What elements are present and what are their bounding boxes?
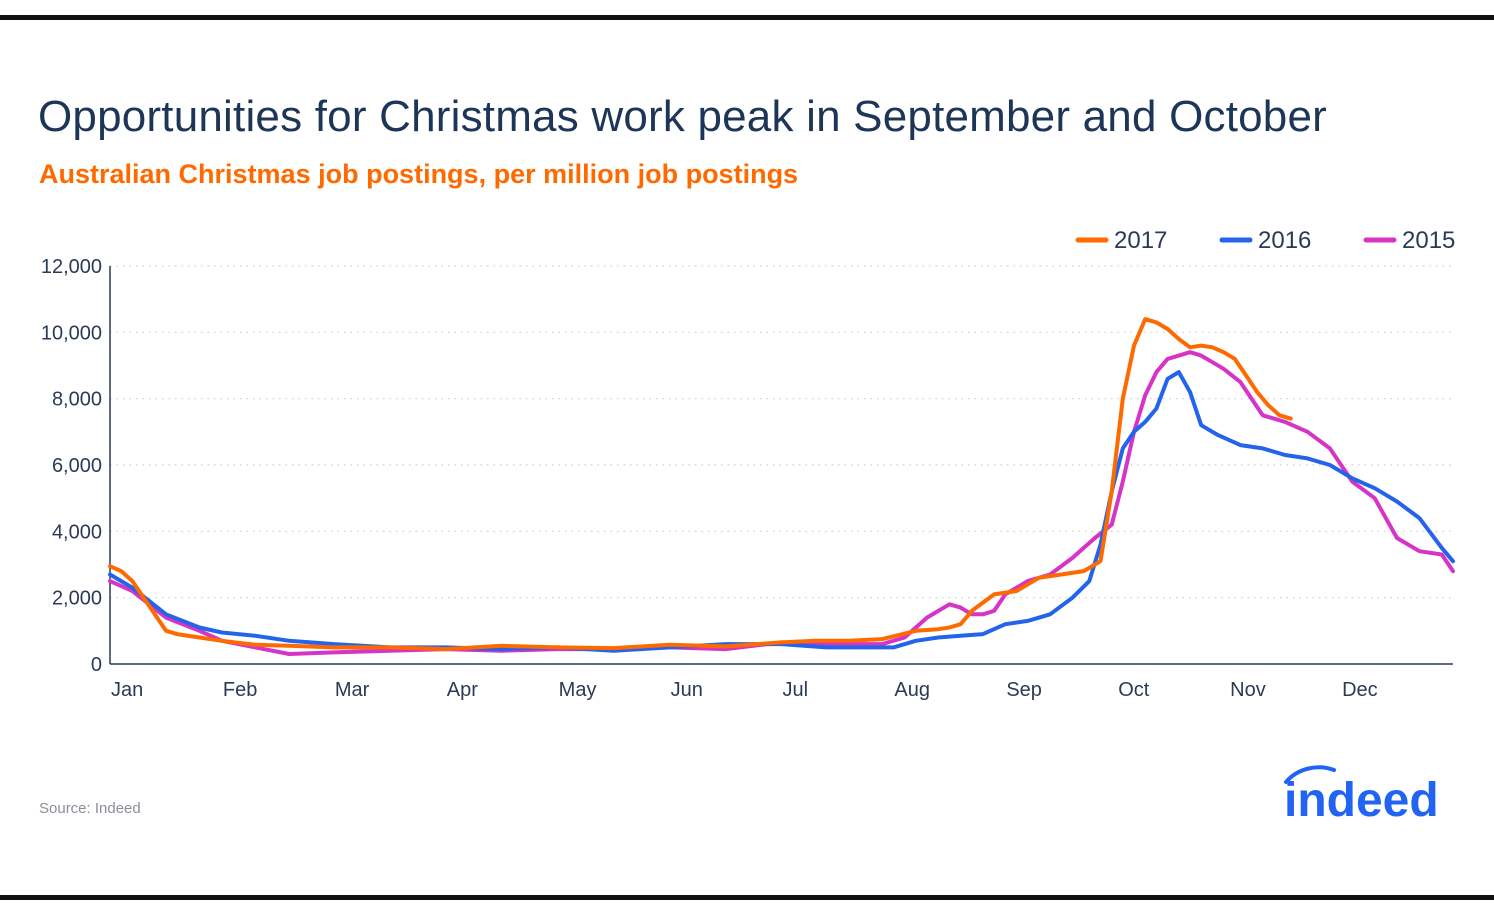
legend-label-2017: 2017 <box>1114 227 1167 254</box>
x-tick-label: Dec <box>1342 679 1378 701</box>
x-tick-label: Sep <box>1006 679 1042 701</box>
y-tick-label: 12,000 <box>41 256 102 278</box>
y-tick-label: 0 <box>91 654 102 676</box>
gridlines <box>110 265 1453 599</box>
x-tick-label: Jul <box>783 679 809 701</box>
chart-subtitle: Australian Christmas job postings, per m… <box>39 159 799 189</box>
x-tick-label: Feb <box>223 679 257 701</box>
x-tick-label: May <box>559 679 597 701</box>
legend-label-2016: 2016 <box>1258 227 1311 254</box>
top-rule <box>0 15 1494 20</box>
legend: 2017 2016 2015 <box>1075 227 1455 254</box>
logo-arc-icon <box>1284 765 1336 784</box>
x-axis: Jan Feb Mar Apr May Jun Jul Aug Sep Oct Nov Dec <box>110 663 1453 701</box>
y-axis: 0 2,000 4,000 6,000 8,000 10,000 12,000 <box>41 256 111 676</box>
series-line-2016 <box>108 370 1455 653</box>
series-line-2017 <box>108 317 1293 652</box>
y-tick-label: 6,000 <box>52 455 102 477</box>
x-tick-label: Jan <box>111 679 143 701</box>
series-lines <box>108 317 1455 656</box>
series-line-2015 <box>108 350 1455 656</box>
chart-title: Opportunities for Christmas work peak in… <box>38 92 1327 141</box>
source-note: Source: Indeed <box>39 800 141 817</box>
y-tick-label: 2,000 <box>52 588 102 610</box>
indeed-logo[interactable]: indeed <box>1278 762 1458 826</box>
x-tick-label: Apr <box>447 679 478 701</box>
x-tick-label: Nov <box>1230 679 1266 701</box>
bottom-rule <box>0 895 1494 900</box>
x-tick-label: Aug <box>894 679 930 701</box>
x-tick-label: Oct <box>1118 679 1150 701</box>
legend-label-2015: 2015 <box>1402 227 1455 254</box>
y-tick-label: 10,000 <box>41 322 102 344</box>
logo-wordmark: indeed <box>1284 774 1439 826</box>
x-tick-label: Mar <box>335 679 370 701</box>
y-tick-label: 8,000 <box>52 389 102 411</box>
y-tick-label: 4,000 <box>52 521 102 543</box>
x-tick-label: Jun <box>671 679 703 701</box>
